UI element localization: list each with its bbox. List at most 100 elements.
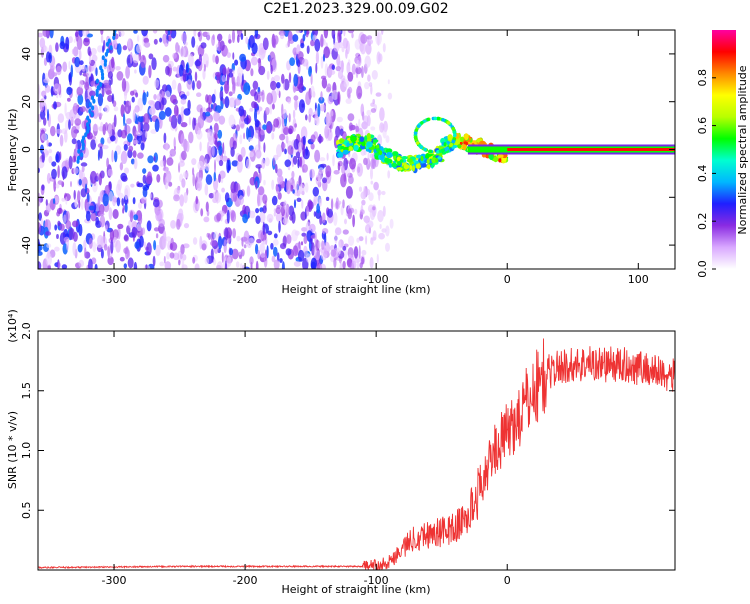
spectrogram-cell <box>352 214 355 228</box>
spectrogram-cell <box>144 130 148 138</box>
spectrogram-cell <box>259 243 266 253</box>
spectrogram-cell <box>298 183 305 195</box>
spectrogram-cell <box>192 256 196 264</box>
spectrogram-cell <box>183 171 189 179</box>
spectrogram-cell <box>204 118 212 123</box>
spectrogram-cell <box>231 248 239 260</box>
spectrogram-cell <box>413 135 418 140</box>
spectrogram-cell <box>339 138 345 144</box>
spectrogram-cell <box>232 76 236 91</box>
spectrogram-cell <box>321 75 327 80</box>
spectrogram-cell <box>72 220 79 228</box>
spectrogram-cell <box>289 57 295 66</box>
spectrogram-cell <box>103 243 108 251</box>
spectrogram-cell <box>57 220 61 227</box>
spectrogram-cell <box>285 135 289 144</box>
spectrogram-cell <box>338 240 342 255</box>
spectrogram-cell <box>74 31 79 38</box>
spectrogram-cell <box>143 113 150 125</box>
spectrogram-cell <box>301 199 304 209</box>
spectrogram-cell <box>38 32 43 38</box>
spectrogram-cell <box>288 125 294 134</box>
spectrogram-cell <box>123 234 129 241</box>
spectrogram-cell <box>334 234 338 244</box>
spectrogram-cell <box>345 186 353 199</box>
spectrogram-cell <box>180 94 187 101</box>
spectrogram-cell <box>134 69 137 74</box>
spectrogram-cell <box>249 210 256 219</box>
spectrogram-cell <box>104 224 108 231</box>
spectrogram-cell <box>164 261 172 269</box>
spectrogram-cell <box>141 227 146 235</box>
colorbar-tick-label: 0.2 <box>696 212 709 230</box>
spectrogram-cell <box>243 244 247 249</box>
spectrogram-cell <box>292 109 296 119</box>
spectrogram-cell <box>46 51 51 63</box>
spectrogram-cell <box>310 234 316 239</box>
spectrogram-cell <box>57 165 60 179</box>
spectrogram-cell <box>415 141 420 145</box>
spectrogram-cell <box>124 90 127 101</box>
spectrogram-cell <box>238 254 243 260</box>
spectrogram-cell <box>81 135 86 141</box>
spectrogram-cell <box>86 115 90 121</box>
spectrogram-cell <box>165 236 172 242</box>
spectrogram-cell <box>257 186 265 196</box>
spectrogram-cell <box>312 30 319 37</box>
spectrogram-cell <box>53 83 61 94</box>
spectrogram-cell <box>447 134 453 141</box>
spectrogram-cell <box>61 264 68 269</box>
spectrogram-cell <box>79 79 84 89</box>
spectrogram-cell <box>117 223 124 229</box>
spectrogram-cell <box>111 56 115 69</box>
spectrogram-cell <box>262 124 267 131</box>
spectrogram-cell <box>135 92 139 98</box>
spectrogram-cell <box>321 77 328 89</box>
spectrogram-cell <box>273 246 278 257</box>
spectrogram-cell <box>88 108 92 114</box>
spectrogram-cell <box>80 152 84 158</box>
spectrogram-cell <box>281 73 285 84</box>
spectrogram-cell <box>38 245 43 251</box>
spectrogram-cell <box>276 82 281 89</box>
spectrogram-cell <box>41 133 48 141</box>
spectrogram-cell <box>350 135 357 143</box>
spectrogram-cell <box>216 212 222 222</box>
spectrogram-cell <box>63 236 70 243</box>
spectrogram-cell <box>379 107 385 122</box>
colorbar-gradient <box>712 30 736 269</box>
spectrogram-cell <box>38 222 41 235</box>
spectrogram-cell <box>186 91 190 97</box>
spectrogram-cell <box>156 174 161 183</box>
spectrogram-cell <box>333 34 336 46</box>
spectrogram-cell <box>378 232 385 240</box>
spectrogram-cell <box>170 220 177 229</box>
spectrogram-cell <box>392 151 399 156</box>
spectrogram-cell <box>266 125 271 133</box>
spectrogram-cell <box>193 30 197 37</box>
spectrogram-cell <box>221 75 226 83</box>
spectrogram-cell <box>318 133 322 144</box>
spectrogram-cell <box>367 74 371 82</box>
y-tick-label: 0.5 <box>20 502 33 520</box>
spectrogram-cell <box>348 175 354 185</box>
spectrogram-cell <box>238 195 244 206</box>
spectrogram-cell <box>95 67 98 77</box>
spectrogram-cell <box>191 80 195 91</box>
spectrogram-cell <box>106 157 109 168</box>
spectrogram-cell <box>70 181 72 188</box>
spectrogram-cell <box>114 132 118 144</box>
spectrogram-cell <box>291 211 296 224</box>
spectrogram-cell <box>80 198 84 210</box>
spectrogram-cell <box>284 159 292 168</box>
spectrogram-cell <box>85 183 88 194</box>
spectrogram-cell <box>180 244 185 255</box>
spectrogram-cell <box>375 92 382 97</box>
spectrogram-cell <box>188 131 194 144</box>
spectrogram-cell <box>275 163 278 174</box>
spectrogram-cell <box>222 67 228 76</box>
spectrogram-cell <box>208 233 211 241</box>
spectrogram-cell <box>142 174 147 184</box>
spectrogram-cell <box>460 136 464 142</box>
spectrogram-cell <box>253 101 258 109</box>
